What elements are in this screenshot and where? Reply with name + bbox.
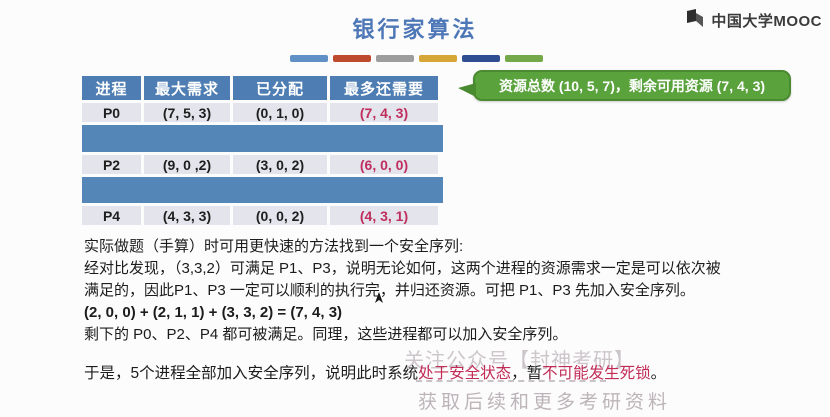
accent-bar [419, 55, 457, 62]
watermark-line2: 获取后续和更多考研资料 [418, 392, 672, 413]
cell-process: P4 [82, 206, 141, 225]
cell-need: (4, 3, 1) [330, 206, 438, 225]
col-header-max: 最大需求 [144, 76, 230, 100]
table-row-p0: P0 (7, 5, 3) (0, 1, 0) (7, 4, 3) [82, 103, 443, 122]
masked-row-p3 [82, 177, 443, 203]
conclusion-part: 。 [650, 365, 667, 382]
cell-max: (7, 5, 3) [144, 103, 230, 122]
conclusion-emphasis-safe-state: 处于安全状态 [418, 365, 512, 382]
explanation-line: 经对比发现，（3,3,2）可满足 P1、P3，说明无论如何，这两个进程的资源需求… [84, 260, 721, 277]
cell-allocated: (0, 1, 0) [233, 103, 327, 122]
conclusion-text: 于是，5个进程全部加入安全序列，说明此时系统处于安全状态，暂不可能发生死锁。 [84, 361, 666, 383]
watermark-divider [416, 380, 606, 382]
conclusion-emphasis-no-deadlock: 不可能发生死锁 [542, 365, 651, 382]
brand-label: 中国大学MOOC [711, 12, 822, 30]
mouse-cursor-icon [374, 291, 384, 309]
cell-max: (9, 0 ,2) [144, 155, 230, 174]
callout-tail [458, 83, 476, 97]
cell-need: (6, 0, 0) [330, 155, 438, 174]
col-header-need: 最多还需要 [330, 76, 438, 100]
sum-formula: (2, 0, 0) + (2, 1, 1) + (3, 3, 2) = (7, … [84, 304, 343, 321]
watermark-line1: 关注公众号【封神考研】 [404, 350, 635, 372]
cell-process: P2 [82, 155, 141, 174]
masked-row-p1 [82, 125, 443, 152]
page-title: 银行家算法 [352, 17, 478, 42]
table-row-p2: P2 (9, 0 ,2) (3, 0, 2) (6, 0, 0) [82, 155, 443, 174]
mooc-book-icon [686, 8, 708, 32]
col-header-process: 进程 [82, 76, 141, 100]
explanation-line: 剩下的 P0、P2、P4 都可被满足。同理，这些进程都可以加入安全序列。 [84, 326, 568, 343]
accent-bars [290, 55, 543, 62]
brand-logo: 中国大学MOOC [686, 8, 822, 32]
conclusion-part: 于是，5个进程全部加入安全序列，说明此时系统 [84, 365, 419, 382]
conclusion-part: ，暂 [511, 365, 543, 382]
cell-need: (7, 4, 3) [330, 103, 438, 122]
explanation-line: 满足的，因此P1、P3 一定可以顺利的执行完，并归还资源。可把 P1、P3 先加… [84, 282, 695, 299]
explanation-text: 实际做题（手算）时可用更快速的方法找到一个安全序列: 经对比发现，（3,3,2）… [84, 236, 721, 346]
accent-bar [333, 55, 371, 62]
cell-allocated: (0, 0, 2) [233, 206, 327, 225]
accent-bar [505, 55, 543, 62]
accent-bar [376, 55, 414, 62]
table-header-row: 进程 最大需求 已分配 最多还需要 [82, 76, 443, 100]
col-header-allocated: 已分配 [233, 76, 327, 100]
explanation-line: 实际做题（手算）时可用更快速的方法找到一个安全序列: [84, 238, 464, 255]
cell-process: P0 [82, 103, 141, 122]
resource-callout: 资源总数 (10, 5, 7)，剩余可用资源 (7, 4, 3) [458, 70, 791, 101]
cell-max: (4, 3, 3) [144, 206, 230, 225]
table-row-p4: P4 (4, 3, 3) (0, 0, 2) (4, 3, 1) [82, 206, 443, 225]
accent-bar [462, 55, 500, 62]
accent-bar [290, 55, 328, 62]
allocation-table: 进程 最大需求 已分配 最多还需要 P0 (7, 5, 3) (0, 1, 0)… [82, 76, 443, 228]
cell-allocated: (3, 0, 2) [233, 155, 327, 174]
resource-callout-text: 资源总数 (10, 5, 7)，剩余可用资源 (7, 4, 3) [498, 77, 766, 94]
